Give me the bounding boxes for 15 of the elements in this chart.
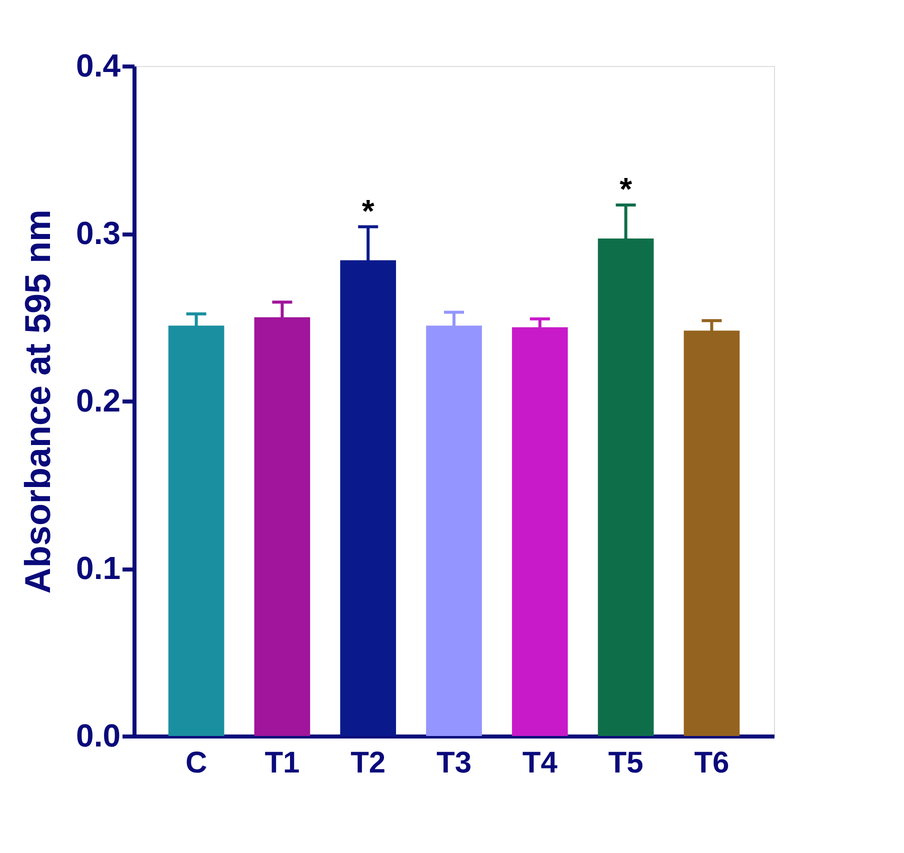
x-tick-label: T5 xyxy=(608,746,644,780)
annotation: * xyxy=(362,192,375,229)
x-tick-label: T3 xyxy=(436,746,472,780)
x-tick-label: T1 xyxy=(264,746,300,780)
y-tick-label: 0.3 xyxy=(76,215,120,251)
x-tick-label: T4 xyxy=(522,746,558,780)
x-tick-label: T6 xyxy=(694,746,730,780)
y-tick-label: 0.1 xyxy=(76,550,120,586)
y-axis-title: Absorbance at 595 nm xyxy=(17,209,58,594)
y-tick-label: 0.0 xyxy=(76,718,120,754)
annotation: * xyxy=(620,171,633,208)
y-tick-label: 0.2 xyxy=(76,382,120,418)
x-tick-label: C xyxy=(185,746,208,780)
y-tick-label: 0.4 xyxy=(76,48,121,84)
x-tick-label: T2 xyxy=(350,746,386,780)
